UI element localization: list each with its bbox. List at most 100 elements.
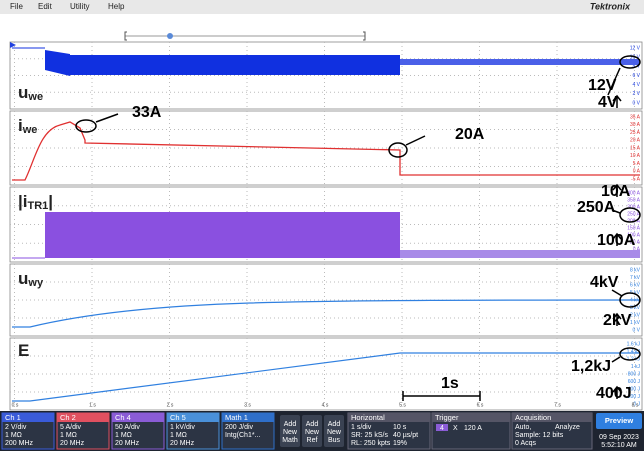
time: 5:52:10 AM — [601, 442, 637, 449]
add-button-text: Add — [306, 421, 319, 428]
scale-label: 250 A — [627, 211, 640, 217]
channel-header — [57, 413, 109, 422]
channel-name: Ch 2 — [60, 413, 76, 422]
time-label: 2 s — [167, 402, 174, 408]
acquisition-setting: Auto, — [515, 424, 531, 431]
channel-setting: 200 MHz — [5, 440, 34, 447]
scale-label: 7 kV — [630, 275, 641, 281]
scale-label: 50 A — [630, 239, 641, 245]
ch1-trace — [70, 55, 400, 75]
scale-arrow — [612, 385, 622, 399]
label-sub: TR1 — [27, 200, 48, 212]
ch4-trace — [45, 212, 400, 258]
channel-setting: 1 MΩ — [5, 432, 22, 439]
label-sub: wy — [27, 277, 44, 289]
acquisition-setting: 0 Acqs — [515, 440, 537, 447]
annotation: 4kV — [590, 274, 619, 291]
channel-name: Ch 4 — [115, 413, 131, 422]
menu-item[interactable]: Help — [108, 2, 125, 11]
scale-label: 600 J — [628, 379, 641, 385]
annotation: 1s — [441, 375, 459, 392]
marker-ellipse — [619, 347, 641, 361]
channel-setting: 20 MHz — [115, 440, 140, 447]
scale-label: 10 A — [630, 153, 641, 159]
scale-label: 800 J — [628, 371, 641, 377]
scale-label: 0 A — [633, 169, 641, 175]
label-sub: we — [27, 91, 43, 103]
scale-label: -5 A — [631, 176, 641, 182]
horizontal-setting: 10 s — [393, 424, 407, 431]
ch2-trace — [12, 121, 640, 181]
time-label: 4 s — [322, 402, 329, 408]
channel-header — [222, 413, 274, 422]
channel-label: uwy — [18, 269, 44, 288]
annotation: 20A — [455, 126, 485, 143]
scale-arrow — [612, 232, 622, 246]
time-label: 5 s — [399, 402, 406, 408]
timeline-bracket — [124, 31, 366, 41]
ch1-trace — [45, 50, 70, 76]
channel-setting: 20 MHz — [170, 440, 195, 447]
horizontal-setting: 40 µs/pt — [393, 432, 418, 439]
acquisition-title: Acquisition — [515, 413, 551, 422]
horizontal-header — [348, 413, 430, 422]
scale-arrow — [612, 183, 622, 197]
horizontal-setting: 1 s/div — [351, 424, 372, 431]
annotation: 400J — [596, 385, 632, 402]
acquisition-setting: Sample: 12 bits — [515, 432, 564, 439]
channel-setting: 5 A/div — [60, 424, 82, 431]
menu-item[interactable]: Utility — [70, 2, 90, 11]
channel-label: E — [18, 341, 29, 360]
annotation: 4V — [598, 94, 618, 111]
time-label: 6 s — [477, 402, 484, 408]
label-main: E — [18, 341, 29, 360]
scale-label: 150 A — [627, 225, 640, 231]
date: 09 Sep 2023 — [599, 434, 639, 441]
channel-setting: 200 J/div — [225, 424, 254, 431]
label-end: | — [48, 192, 53, 211]
add-button-text: Bus — [328, 437, 341, 444]
channel-header — [167, 413, 219, 422]
preview-button[interactable] — [596, 413, 642, 429]
annotation: 2kV — [603, 312, 632, 329]
scale-label: 2 kV — [630, 312, 641, 318]
scale-label: 4 V — [632, 82, 640, 88]
scale-label: 8 kV — [630, 267, 641, 273]
add-button-text: Add — [328, 421, 341, 428]
math-trace — [12, 352, 640, 402]
channel-setting: 1 MΩ — [115, 432, 132, 439]
annotation: 10A — [601, 183, 631, 200]
add-button[interactable] — [324, 415, 344, 447]
add-button[interactable] — [280, 415, 300, 447]
scale-label: 2 V — [632, 91, 640, 97]
channel-label: iwe — [18, 116, 37, 135]
channel-setting: Intg(Ch1*... — [225, 432, 260, 439]
label-main: u — [18, 269, 28, 288]
annotation: 12V — [588, 77, 617, 94]
time-label: 7 s — [554, 402, 561, 408]
acquisition-setting: Analyze — [555, 424, 580, 431]
label-main: |i — [18, 192, 27, 211]
time-bracket — [402, 391, 481, 401]
annotation: 33A — [132, 104, 162, 121]
scale-label: 200 J — [628, 394, 641, 400]
scale-arrow — [612, 94, 622, 108]
channel-header — [112, 413, 164, 422]
time-label: 0 s — [12, 402, 19, 408]
add-button-text: Ref — [307, 437, 318, 444]
time-label: 1 s — [89, 402, 96, 408]
ch1-marker — [10, 42, 16, 48]
timeline-marker — [167, 33, 173, 39]
menu-item[interactable]: Edit — [38, 2, 53, 11]
add-button[interactable] — [302, 415, 322, 447]
channel-setting: 20 MHz — [60, 440, 85, 447]
marker-ellipse — [75, 119, 97, 133]
panel — [9, 41, 643, 110]
menu-item[interactable]: File — [10, 2, 23, 11]
scale-label: 400 A — [627, 190, 640, 196]
channel-setting: 50 A/div — [115, 424, 140, 431]
scale-label: 35 A — [630, 114, 641, 120]
scale-label: 6 V — [632, 73, 640, 79]
scale-label: 25 A — [630, 130, 641, 136]
scale-label: 0 V — [632, 100, 640, 106]
